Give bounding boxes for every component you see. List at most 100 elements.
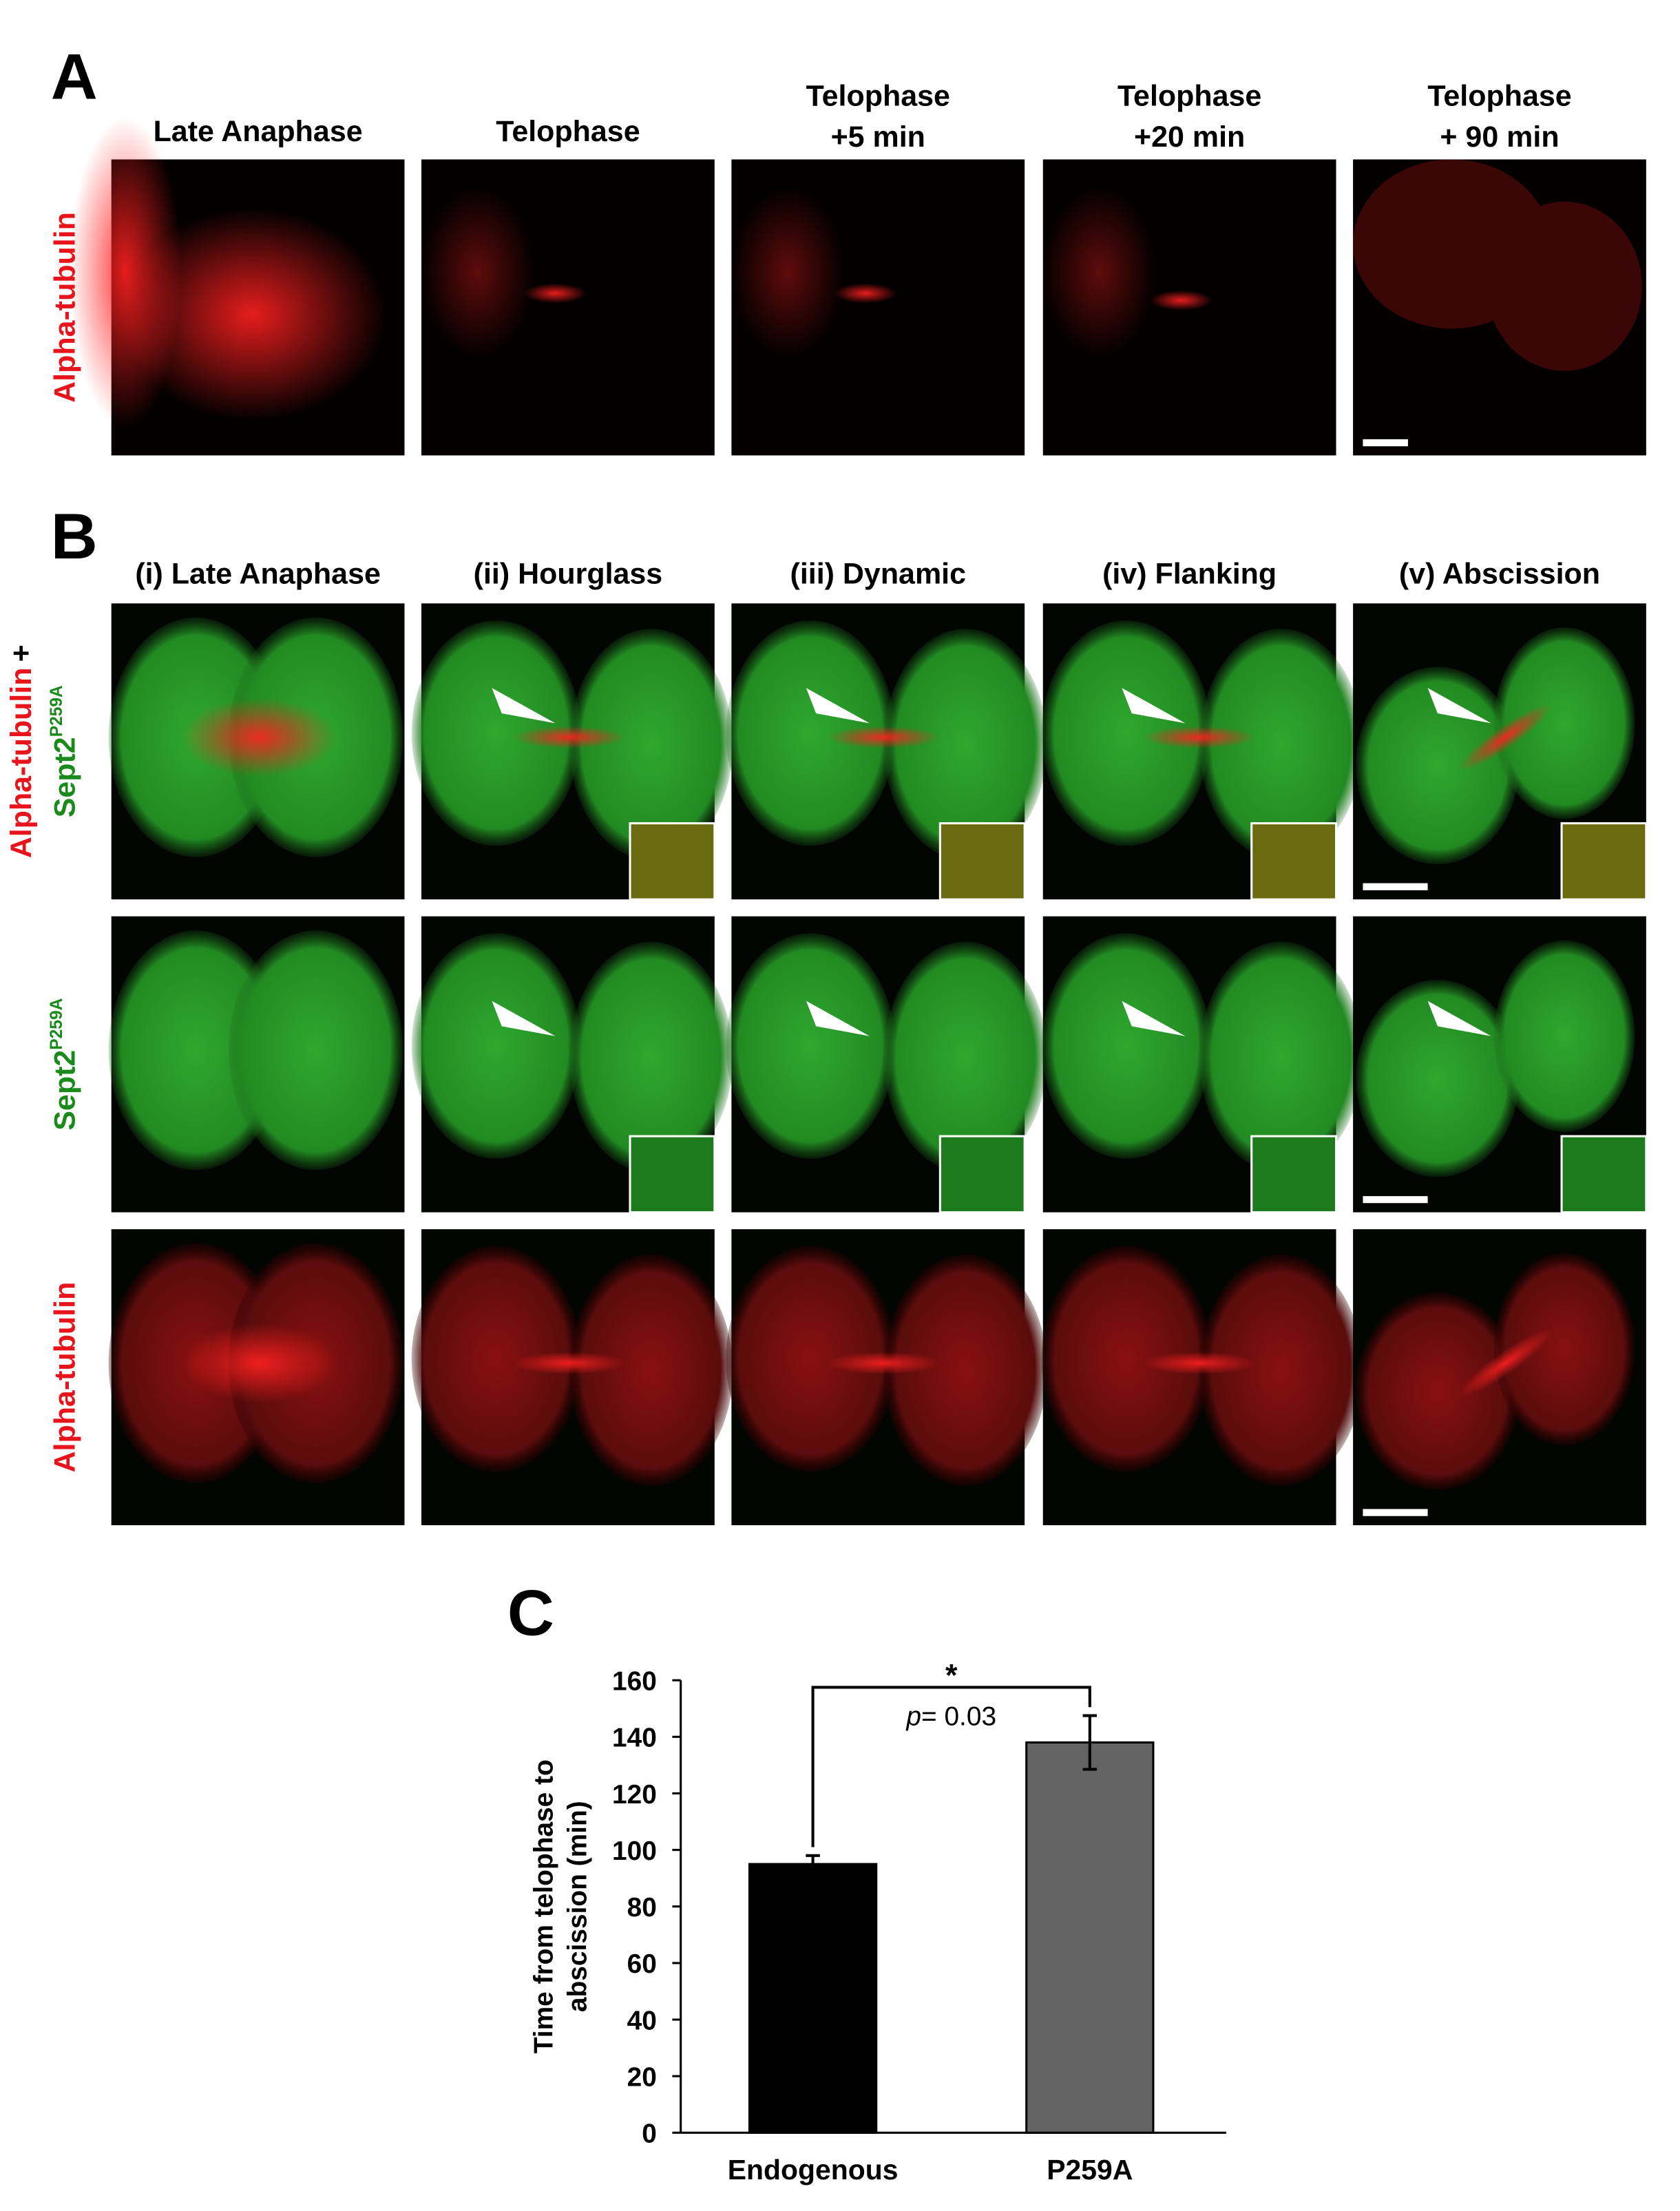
row-label: Sept2P259A: [48, 685, 81, 817]
cell: [1041, 1246, 1211, 1472]
column-label: (i) Late Anaphase: [135, 558, 381, 591]
y-tick-label: 140: [612, 1723, 657, 1753]
spindle: [182, 1323, 337, 1403]
row-label-part: Alpha-tubulin: [5, 667, 38, 858]
cell: [731, 187, 845, 357]
significance-bracket: [811, 1686, 1091, 1847]
error-bar: [806, 1854, 820, 1874]
midbody: [1150, 290, 1212, 311]
y-tick-label: 20: [627, 2062, 657, 2092]
row-label-part: Alpha-tubulin: [48, 1282, 81, 1473]
column-label: + 90 min: [1440, 120, 1559, 154]
column-label: +5 min: [831, 120, 925, 154]
error-bar: [1082, 1714, 1098, 1771]
cell: [883, 629, 1047, 860]
spindle: [1458, 703, 1552, 771]
column-label: (iv) Flanking: [1102, 558, 1277, 591]
cell: [883, 1255, 1047, 1486]
midbody: [524, 283, 587, 304]
spindle: [182, 698, 337, 777]
column-label: (ii) Hourglass: [474, 558, 663, 591]
x-tick-label: Endogenous: [728, 2154, 899, 2186]
panel-letter: C: [507, 1577, 554, 1649]
column-label: (iii) Dynamic: [790, 558, 966, 591]
spindle: [1143, 1352, 1256, 1375]
y-axis-label: abscission (min): [563, 1801, 593, 2012]
cell: [1199, 1255, 1363, 1486]
cell: [108, 930, 284, 1171]
cell: [1493, 1253, 1635, 1445]
inset: [938, 1135, 1026, 1214]
bar: [748, 1863, 878, 2134]
cell: [411, 620, 581, 846]
row-label-part: Sept2: [48, 737, 81, 817]
cell: [1493, 940, 1635, 1132]
spindle: [1458, 1329, 1552, 1397]
row-label-part: +: [5, 645, 38, 662]
y-tick-label: 40: [627, 2006, 657, 2035]
cell: [1041, 620, 1211, 846]
cell: [411, 1246, 581, 1472]
cell: [726, 1246, 895, 1472]
arrowhead: [806, 688, 870, 724]
x-tick-label: P259A: [1047, 2154, 1133, 2186]
arrowhead: [1427, 688, 1491, 724]
row-label: Alpha-tubulin: [48, 212, 81, 403]
column-label: Telophase: [806, 80, 950, 113]
cell: [1356, 1292, 1520, 1490]
cell: [118, 209, 386, 421]
cell: [1199, 629, 1363, 860]
panel-letter: A: [51, 41, 98, 113]
cell: [569, 629, 733, 860]
row-label-part: P259A: [48, 685, 66, 737]
p-number: = 0.03: [921, 1702, 996, 1732]
cell: [1041, 933, 1211, 1159]
cell: [569, 941, 733, 1173]
y-tick-label: 100: [612, 1836, 657, 1866]
significance-star: *: [945, 1657, 958, 1693]
cell: [421, 187, 534, 357]
column-label: +20 min: [1134, 120, 1245, 154]
y-tick-label: 0: [642, 2119, 657, 2149]
column-label: (v) Abscission: [1399, 558, 1600, 591]
inset: [1250, 1135, 1338, 1214]
y-tick-label: 160: [612, 1667, 657, 1697]
cell: [228, 930, 403, 1171]
p-symbol: p: [905, 1702, 921, 1732]
y-tick-label: 60: [627, 1949, 657, 1979]
cell: [726, 933, 895, 1159]
y-tick-label: 80: [627, 1893, 657, 1922]
spindle: [513, 1352, 626, 1375]
bar: [1025, 1741, 1155, 2134]
cell: [1487, 201, 1642, 371]
cell: [411, 933, 581, 1159]
midbody: [834, 283, 896, 304]
row-label: Sept2P259A: [48, 998, 81, 1130]
cell: [569, 1255, 733, 1486]
y-axis-label: Time from telophase to: [529, 1759, 558, 2053]
column-label: Late Anaphase: [154, 115, 363, 148]
inset: [1560, 1135, 1648, 1214]
row-label: Alpha-tubulin: [48, 1282, 81, 1473]
cell: [726, 620, 895, 846]
inset: [629, 822, 716, 901]
cell: [1199, 941, 1363, 1173]
cell: [883, 941, 1047, 1173]
row-label-part: Sept2: [48, 1050, 81, 1131]
p-value: p= 0.03: [905, 1702, 996, 1732]
row-label: Alpha-tubulin +: [5, 645, 38, 858]
cell: [1493, 627, 1635, 819]
panel-letter: B: [51, 500, 98, 572]
column-label: Telophase: [496, 115, 640, 148]
spindle: [827, 1352, 941, 1375]
inset: [629, 1135, 716, 1214]
column-label: Telophase: [1427, 80, 1571, 113]
cell: [1042, 187, 1156, 357]
inset: [1560, 822, 1648, 901]
y-tick-label: 120: [612, 1780, 657, 1810]
spindle: [827, 726, 941, 749]
spindle: [513, 726, 626, 749]
column-label: Telophase: [1117, 80, 1261, 113]
